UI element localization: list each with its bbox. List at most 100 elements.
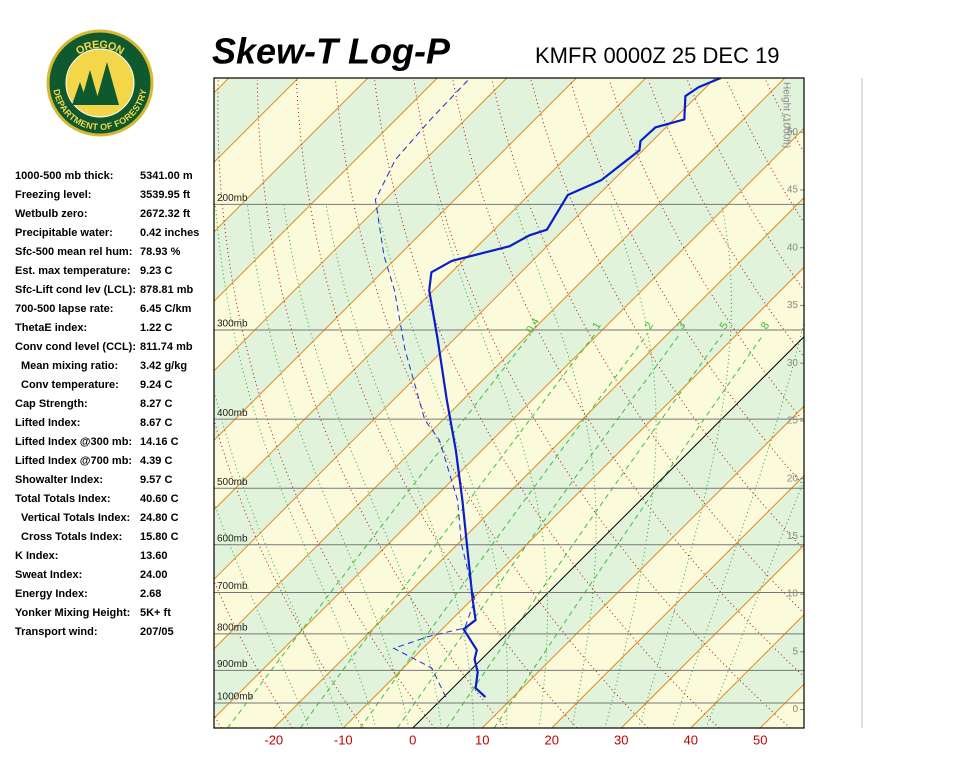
- index-label: Cross Totals Index:: [21, 531, 122, 543]
- indices-table: 1000-500 mb thick: 5341.00 m Freezing leve…: [15, 170, 199, 638]
- x-tick-label: -20: [264, 732, 283, 747]
- isotherm: [342, 266, 804, 728]
- moist-adiabat: [671, 320, 804, 728]
- index-label: Sfc-500 mean rel hum:: [15, 246, 132, 258]
- x-tick-label: 30: [614, 732, 628, 747]
- dry-adiabat: [647, 80, 804, 358]
- index-value: 2672.32 ft: [140, 208, 190, 220]
- index-label: 1000-500 mb thick:: [15, 170, 113, 182]
- chart-subtitle: KMFR 0000Z 25 DEC 19: [535, 43, 780, 68]
- mixing-ratio-line: [446, 333, 723, 728]
- index-label: Est. max temperature:: [15, 265, 131, 277]
- mixing-ratio-line: [299, 333, 596, 728]
- mixing-ratio-label: 2: [643, 320, 656, 331]
- y-tick-label: 1000mb: [217, 692, 254, 703]
- moist-adiabat: [375, 204, 508, 728]
- logo-tree: [72, 82, 88, 105]
- y2-tick-label: 20: [787, 473, 799, 484]
- isotherm: [214, 78, 716, 580]
- moist-adiabat: [514, 204, 597, 728]
- isotherm: [214, 78, 508, 372]
- index-label: Precipitable water:: [15, 227, 113, 239]
- index-label: Yonker Mixing Height:: [15, 607, 130, 619]
- isotherm: [273, 197, 804, 728]
- logo: OREGON DEPARTMENT OF FORESTRY: [46, 29, 154, 137]
- y2-tick-label: 5: [792, 646, 798, 657]
- index-label: Transport wind:: [15, 626, 98, 638]
- index-value: 24.00: [140, 569, 168, 581]
- isotherm: [214, 127, 804, 719]
- x-tick-label: 0: [409, 732, 416, 747]
- y2-tick-label: 35: [787, 300, 799, 311]
- y-tick-label: 300mb: [217, 319, 248, 330]
- x-tick-label: -10: [334, 732, 353, 747]
- isotherm: [214, 78, 786, 650]
- dry-adiabat: [491, 80, 804, 614]
- y2-tick-label: 50: [787, 127, 799, 138]
- isotherm: [412, 336, 804, 728]
- index-value: 207/05: [140, 626, 174, 638]
- index-value: 811.74 mb: [140, 341, 193, 353]
- dry-adiabat: [883, 80, 960, 728]
- logo-tree: [80, 70, 100, 105]
- mixing-ratio-label: 3: [675, 320, 688, 331]
- mixing-ratio-label: 1: [590, 320, 603, 331]
- logo-center: [65, 48, 135, 118]
- index-value: 1.22 C: [140, 322, 172, 334]
- index-label: Total Totals Index:: [15, 493, 111, 505]
- index-value: 24.80 C: [140, 512, 179, 524]
- isotherm: [481, 405, 804, 728]
- index-value: 2.68: [140, 588, 161, 600]
- mixing-ratio-line: [359, 333, 648, 728]
- y2-tick-label: 45: [787, 185, 799, 196]
- index-value: 40.60 C: [140, 493, 179, 505]
- index-value: 4.39 C: [140, 455, 172, 467]
- isotherm: [214, 78, 369, 233]
- y-tick-label: 500mb: [217, 477, 248, 488]
- y2-axis-label: Height (1000ft): [780, 82, 791, 148]
- index-value: 14.16 C: [140, 436, 179, 448]
- isotherm: [214, 78, 438, 303]
- dry-adiabat: [217, 80, 435, 728]
- isotherm: [214, 78, 647, 511]
- index-label: 700-500 lapse rate:: [15, 303, 113, 315]
- index-value: 3539.95 ft: [140, 189, 190, 201]
- x-tick-label: 20: [545, 732, 559, 747]
- index-value: 8.27 C: [140, 398, 172, 410]
- index-value: 5341.00 m: [140, 170, 193, 182]
- plot-overlay: 0.4 1 2 3 5 8-20 -10 0 10 20 30 40 50200mb300mb400mb…: [217, 82, 804, 747]
- mixing-ratio-label: 8: [759, 320, 772, 331]
- plot-area: [214, 78, 960, 728]
- index-value: 9.57 C: [140, 474, 172, 486]
- temperature-band: [214, 128, 804, 728]
- index-label: Lifted Index @700 mb:: [15, 455, 132, 467]
- x-tick-label: 10: [475, 732, 489, 747]
- index-value: 9.24 C: [140, 379, 172, 391]
- index-value: 78.93 %: [140, 246, 181, 258]
- y2-tick-label: 0: [792, 704, 798, 715]
- y-tick-label: 400mb: [217, 408, 248, 419]
- isotherm: [551, 475, 804, 728]
- index-value: 8.67 C: [140, 417, 172, 429]
- dry-adiabat: [452, 80, 804, 678]
- dry-adiabat: [922, 80, 960, 728]
- logo-top-text: OREGON: [74, 39, 126, 58]
- index-label: Conv cond level (CCL):: [15, 341, 136, 353]
- index-label: K Index:: [15, 550, 58, 562]
- y-tick-label: 700mb: [217, 581, 248, 592]
- index-label: Lifted Index:: [15, 417, 80, 429]
- plot-frame: [213, 77, 805, 729]
- dry-adiabat: [844, 80, 960, 728]
- index-label: Mean mixing ratio:: [21, 360, 118, 372]
- index-label: Sfc-Lift cond lev (LCL):: [15, 284, 136, 296]
- index-label: Vertical Totals Index:: [21, 512, 130, 524]
- y-tick-label: 600mb: [217, 533, 248, 544]
- y-tick-label: 900mb: [217, 659, 248, 670]
- moist-adiabat: [705, 478, 804, 728]
- moist-adiabat: [214, 388, 344, 728]
- isotherm: [690, 614, 804, 728]
- y-tick-label: 200mb: [217, 193, 248, 204]
- dry-adiabat: [295, 80, 578, 728]
- index-value: 5K+ ft: [140, 607, 171, 619]
